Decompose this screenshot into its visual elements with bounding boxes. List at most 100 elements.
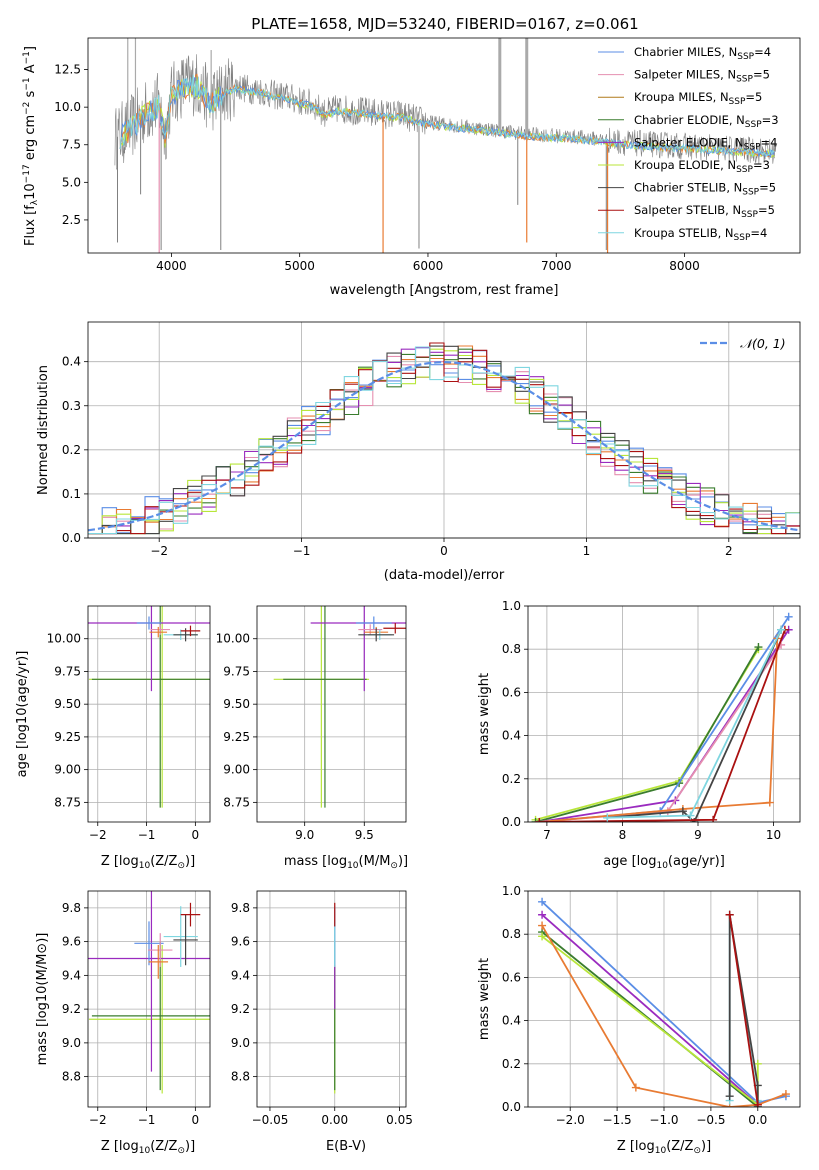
legend-entry: Salpeter ELODIE, NSSP=4 bbox=[634, 135, 777, 152]
plot-age_vs_Z: −2 −1 0 8.75 9.00 9.25 9.50 9.75 10.00 Z [log10(Z… bbox=[15, 605, 211, 871]
label-part: age [log bbox=[603, 854, 656, 869]
x-axis-label: Z [log10(Z/Z⊙)] bbox=[101, 854, 195, 871]
series-line-kroupa_stelib bbox=[607, 629, 782, 819]
plus-marker bbox=[777, 625, 786, 634]
plot-residuals: −2 −1 0 1 2 0.0 0.1 0.2 0.3 0.4 (data-model)/error… bbox=[36, 321, 801, 583]
label-part: (age/yr)] bbox=[668, 854, 725, 869]
plus-marker bbox=[538, 932, 547, 941]
y-tick-label: 9.2 bbox=[62, 1002, 81, 1016]
y-tick-label: 9.6 bbox=[62, 935, 81, 949]
label-part: 10 bbox=[139, 1146, 151, 1156]
y-tick-label: 9.00 bbox=[54, 763, 81, 777]
y-tick-label: 2.5 bbox=[62, 213, 81, 227]
label-part: −1 bbox=[22, 77, 32, 90]
plot-weight_vs_Z: −2.0 −1.5 −1.0 −0.5 0.0 0.0 0.2 0.4 0.6 0.8 1.0 Z [… bbox=[477, 884, 801, 1156]
y-tick-label: 0.0 bbox=[502, 1100, 521, 1114]
label-part: SSP bbox=[742, 188, 759, 198]
plus-marker bbox=[603, 813, 612, 822]
x-tick-label: 6000 bbox=[413, 259, 444, 273]
label-part: −1 bbox=[22, 51, 32, 64]
y-tick-label: 0.1 bbox=[62, 487, 81, 501]
y-tick-label: 0.2 bbox=[502, 1057, 521, 1071]
label-part: 10 bbox=[655, 1146, 667, 1156]
y-tick-label: 0.2 bbox=[502, 772, 521, 786]
x-axis-label: mass [log10(M/M⊙)] bbox=[284, 854, 408, 871]
y-tick-label: 10.0 bbox=[54, 100, 81, 114]
label-part: ⊙ bbox=[177, 1146, 185, 1156]
x-tick-label: 0 bbox=[192, 1113, 200, 1127]
label-part: Z [log bbox=[617, 1139, 655, 1154]
label-part: −17 bbox=[22, 164, 32, 183]
plus-marker bbox=[538, 921, 547, 930]
y-tick-label: 1.0 bbox=[502, 599, 521, 613]
x-tick-label: 5000 bbox=[284, 259, 315, 273]
plus-marker bbox=[538, 910, 547, 919]
x-tick-label: 4000 bbox=[156, 259, 187, 273]
x-tick-label: −0.5 bbox=[696, 1113, 725, 1127]
y-tick-label: 9.75 bbox=[54, 664, 81, 678]
label-part: ⊙ bbox=[693, 1146, 701, 1156]
label-part: Kroupa STELIB, N bbox=[634, 226, 734, 240]
x-tick-label: −1 bbox=[138, 828, 156, 842]
label-part: =4 bbox=[750, 226, 767, 240]
y-tick-label: 8.8 bbox=[231, 1070, 250, 1084]
y-tick-label: 9.0 bbox=[62, 1036, 81, 1050]
legend-entry: Salpeter STELIB, NSSP=5 bbox=[634, 203, 775, 220]
x-axis-label: Z [log10(Z/Z⊙)] bbox=[617, 1139, 711, 1156]
plot-mass_vs_ebv: −0.05 0.00 0.05 8.8 9.0 9.2 9.4 9.6 9.8 E(B-V) bbox=[231, 890, 413, 1154]
y-tick-label: 9.00 bbox=[223, 763, 250, 777]
x-tick-label: 9.0 bbox=[295, 828, 314, 842]
plus-marker bbox=[784, 612, 793, 621]
axes-frame bbox=[87, 37, 801, 254]
plot-area bbox=[273, 606, 406, 808]
label-part: SSP bbox=[736, 75, 753, 85]
x-tick-label: 1 bbox=[583, 544, 591, 558]
x-tick-label: −1 bbox=[293, 544, 311, 558]
label-part: (Z/Z bbox=[666, 1139, 693, 1154]
x-tick-label: 0.05 bbox=[386, 1113, 413, 1127]
grid bbox=[528, 605, 800, 823]
x-tick-label: 10 bbox=[766, 828, 781, 842]
grid bbox=[528, 890, 800, 1108]
plus-marker bbox=[535, 818, 544, 822]
plus-marker bbox=[725, 910, 734, 919]
series-line-salpeter_stelib bbox=[539, 629, 786, 822]
y-axis-label: age [log10(age/yr)] bbox=[15, 651, 30, 778]
plus-marker bbox=[686, 811, 695, 820]
x-axis-label: age [log10(age/yr)] bbox=[603, 854, 725, 871]
label-part: Salpeter MILES, N bbox=[634, 68, 736, 82]
y-tick-label: 0.4 bbox=[502, 729, 521, 743]
label-part: 10 bbox=[23, 183, 38, 200]
x-tick-label: 2 bbox=[725, 544, 733, 558]
y-tick-label: 10.00 bbox=[216, 632, 250, 646]
figure-title: PLATE=1658, MJD=53240, FIBERID=0167, z=0… bbox=[251, 15, 638, 33]
label-part: Salpeter ELODIE, N bbox=[634, 135, 744, 149]
y-tick-label: 8.8 bbox=[62, 1070, 81, 1084]
legend-entry: Kroupa MILES, NSSP=5 bbox=[634, 90, 762, 107]
plus-marker bbox=[709, 815, 718, 822]
label-part: Z [log bbox=[101, 854, 139, 869]
x-tick-label: −2 bbox=[89, 1113, 107, 1127]
x-tick-label: 7000 bbox=[541, 259, 572, 273]
y-tick-label: 0.6 bbox=[502, 685, 521, 699]
model-line-kroupa_stelib bbox=[119, 74, 775, 158]
y-tick-label: 0.0 bbox=[502, 815, 521, 829]
series-line-salpeter_elodie bbox=[541, 914, 759, 1106]
label-part: =4 bbox=[761, 135, 778, 149]
y-axis-label: Flux [fλ10−17 erg cm−2 s−1 A−1] bbox=[22, 46, 40, 246]
y-tick-label: 0.8 bbox=[502, 927, 521, 941]
plot-age_vs_mass: 9.0 9.5 8.75 9.00 9.25 9.50 9.75 10.00 mass [log… bbox=[216, 605, 408, 871]
series-line-kroupa_elodie bbox=[535, 648, 760, 821]
axes-frame bbox=[256, 890, 407, 1108]
plot-area bbox=[114, 38, 778, 253]
plus-marker bbox=[631, 1083, 640, 1092]
label-part: =3 bbox=[762, 113, 779, 127]
x-tick-label: −0.05 bbox=[252, 1113, 289, 1127]
grid bbox=[88, 606, 210, 822]
label-part: SSP bbox=[737, 52, 754, 62]
plot-mass_vs_Z: −2 −1 0 8.8 9.0 9.2 9.4 9.6 9.8 Z [log10(Z/Z⊙)] ma… bbox=[35, 890, 211, 1156]
label-part: Flux [f bbox=[23, 205, 38, 246]
series-line-chabrier_elodie bbox=[535, 646, 760, 822]
y-tick-label: 1.0 bbox=[502, 884, 521, 898]
label-part: SSP bbox=[744, 142, 761, 152]
